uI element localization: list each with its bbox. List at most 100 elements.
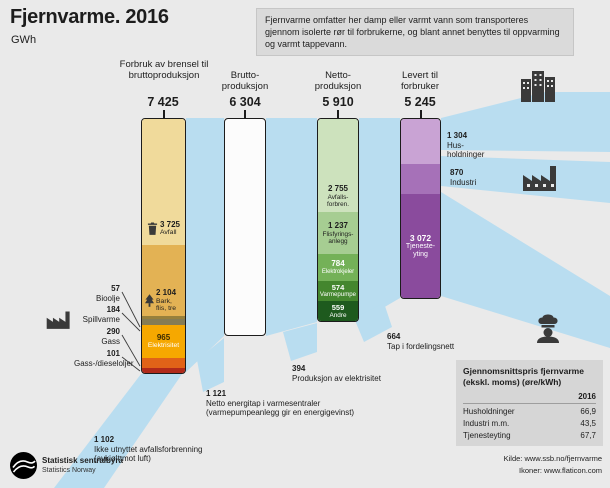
segment-avfall: 3 725 Avfall	[142, 119, 185, 245]
flow-husholdninger	[441, 92, 610, 152]
segment-gass	[142, 358, 185, 368]
segment-varmepumpe: 574 Varmepumpe	[318, 281, 358, 301]
leader-gass	[121, 334, 141, 367]
bark-label: Bark, flis, tre	[156, 297, 177, 313]
flow-tap-fordelingsnett	[354, 303, 392, 342]
segment-industri	[401, 164, 440, 194]
flisfyring-label: Flisfyrings-anlegg	[322, 230, 354, 245]
ikke-utnyttet-label: Ikke utnyttet avfallsforbrenning	[94, 444, 203, 454]
elektrisitet-value: 965	[156, 332, 171, 342]
avfall-value: 3 725	[159, 219, 181, 229]
gassdiesel-label: Gass-/dieseloljer	[74, 358, 134, 368]
segment-avfallsforbrenning: 2 755 Avfalls-forbren.	[318, 119, 358, 212]
price-row-husholdninger: Husholdninger 66,9	[463, 407, 596, 416]
avfallsforbrenning-value: 2 755	[327, 184, 349, 194]
tjenesteyting-value: 3 072	[409, 233, 432, 244]
label-produksjon-elektrisitet: 394 Produksjon av elektrisitet	[292, 364, 417, 383]
segment-gassdiesel	[142, 368, 185, 373]
flow-ikke-utnyttet	[54, 374, 182, 488]
gass-value: 290	[106, 327, 120, 336]
elektrokjeler-value: 784	[331, 259, 345, 269]
price-table-year: 2016	[463, 392, 596, 405]
tjenesteyting-label: Tjeneste-yting	[405, 243, 436, 259]
bioolje-label: Bioolje	[95, 293, 120, 303]
flow-brutto-netto	[266, 118, 317, 336]
energitap-label: Netto energitap i varmesentraler	[206, 398, 321, 408]
label-gass: 290 Gass	[76, 327, 120, 346]
trash-icon	[147, 222, 158, 235]
flow-tap-varmesentraler	[197, 338, 224, 392]
andre-value: 559	[331, 302, 345, 312]
price-row-value: 43,5	[580, 419, 596, 429]
segment-tjenesteyting: 3 072 Tjeneste-yting	[401, 194, 440, 298]
stage-header-levert: Levert til forbruker	[400, 70, 439, 93]
gass-label: Gass	[101, 336, 120, 346]
segment-spillvarme	[142, 319, 185, 325]
industri-value: 870	[450, 168, 464, 177]
stage-header-brensel: Forbruk av brensel til bruttoproduksjon	[119, 59, 209, 82]
segment-elektrokjeler: 784 Elektrokjeler	[318, 254, 358, 281]
org-name: Statistisk sentralbyrå	[42, 456, 123, 465]
tick-netto	[337, 110, 339, 118]
flow-netto-levert	[359, 118, 400, 322]
stage-value-brensel: 7 425	[147, 95, 179, 109]
label-ikke-utnyttet: 1 102 Ikke utnyttet avfallsforbrenning (…	[94, 435, 259, 464]
factory-icon	[523, 166, 556, 191]
segment-husholdninger	[401, 119, 440, 164]
energitap-value: 1 121	[206, 389, 227, 398]
factory-icon-left	[46, 311, 70, 329]
bar-levert: 3 072 Tjeneste-yting	[400, 118, 441, 299]
segment-elektrisitet: 965 Elektrisitet	[142, 325, 185, 358]
label-gassdiesel: 101 Gass-/dieseloljer	[74, 349, 134, 368]
leader-spillvarme	[121, 312, 141, 332]
bar-nettoproduksjon: 2 755 Avfalls-forbren. 1 237 Flisfyrings…	[317, 118, 359, 322]
price-table: Gjennomsnittspris fjernvarme (ekskl. mom…	[456, 360, 603, 447]
credits: Kilde: www.ssb.no/fjernvarme Ikoner: www…	[504, 453, 602, 476]
org-name-en: Statistics Norway	[42, 467, 96, 474]
stage-header-netto: Netto-produksjon	[314, 70, 362, 93]
spillvarme-value: 184	[106, 305, 120, 314]
avfallsforbrenning-label: Avfalls-forbren.	[326, 193, 350, 208]
husholdninger-value: 1 304	[447, 131, 468, 140]
tap-fordelingsnett-label: Tap i fordelingsnett	[387, 341, 455, 351]
stage-value-levert: 5 245	[404, 95, 436, 109]
ikke-utnyttet-value: 1 102	[94, 435, 115, 444]
segment-bioolje	[142, 316, 185, 319]
price-row-label: Tjenesteyting	[463, 431, 511, 441]
husholdninger-label: Hus-holdninger	[447, 140, 485, 160]
icons-credit: Ikoner: www.flaticon.com	[519, 465, 602, 475]
tree-icon	[145, 294, 154, 307]
andre-label: Andre	[329, 311, 347, 319]
varmepumpe-value: 574	[331, 283, 345, 293]
ssb-logo	[10, 452, 37, 479]
elektrokjeler-label: Elektrokjeler	[321, 267, 355, 275]
page-title: Fjernvarme. 2016	[10, 6, 169, 28]
label-energitap-varmesentraler: 1 121 Netto energitap i varmesentraler (…	[206, 389, 396, 418]
label-bioolje: 57 Bioolje	[72, 284, 120, 303]
label-spillvarme: 184 Spillvarme	[72, 305, 120, 324]
stage-value-brutto: 6 304	[229, 95, 261, 109]
leader-gassdiesel	[121, 356, 141, 372]
tap-fordelingsnett-value: 664	[387, 332, 401, 341]
flisfyring-value: 1 237	[327, 221, 349, 231]
flow-tjenesteyting	[441, 192, 610, 348]
price-row-label: Industri m.m.	[463, 419, 510, 429]
spillvarme-label: Spillvarme	[82, 314, 120, 324]
unit-label: GWh	[11, 34, 37, 46]
price-table-title: Gjennomsnittspris fjernvarme (ekskl. mom…	[463, 366, 584, 388]
energitap-note: (varmepumpeanlegg gir en energigevinst)	[206, 408, 355, 418]
city-icon	[521, 71, 555, 102]
bioolje-value: 57	[111, 284, 120, 293]
segment-bark: 2 104 Bark, flis, tre	[142, 245, 185, 316]
flow-el-produksjon	[283, 323, 317, 361]
elektrisitet-label: Elektrisitet	[147, 342, 180, 350]
stage-header-brutto: Brutto-produksjon	[221, 70, 269, 93]
segment-andre: 559 Andre	[318, 301, 358, 321]
source-credit: Kilde: www.ssb.no/fjernvarme	[503, 454, 602, 463]
segment-flisfyring: 1 237 Flisfyrings-anlegg	[318, 212, 358, 254]
label-industri: 870 Industri	[450, 168, 498, 187]
flow-brensel-brutto	[186, 118, 224, 372]
bark-value: 2 104	[156, 288, 177, 298]
bar-bruttoproduksjon	[224, 118, 266, 336]
